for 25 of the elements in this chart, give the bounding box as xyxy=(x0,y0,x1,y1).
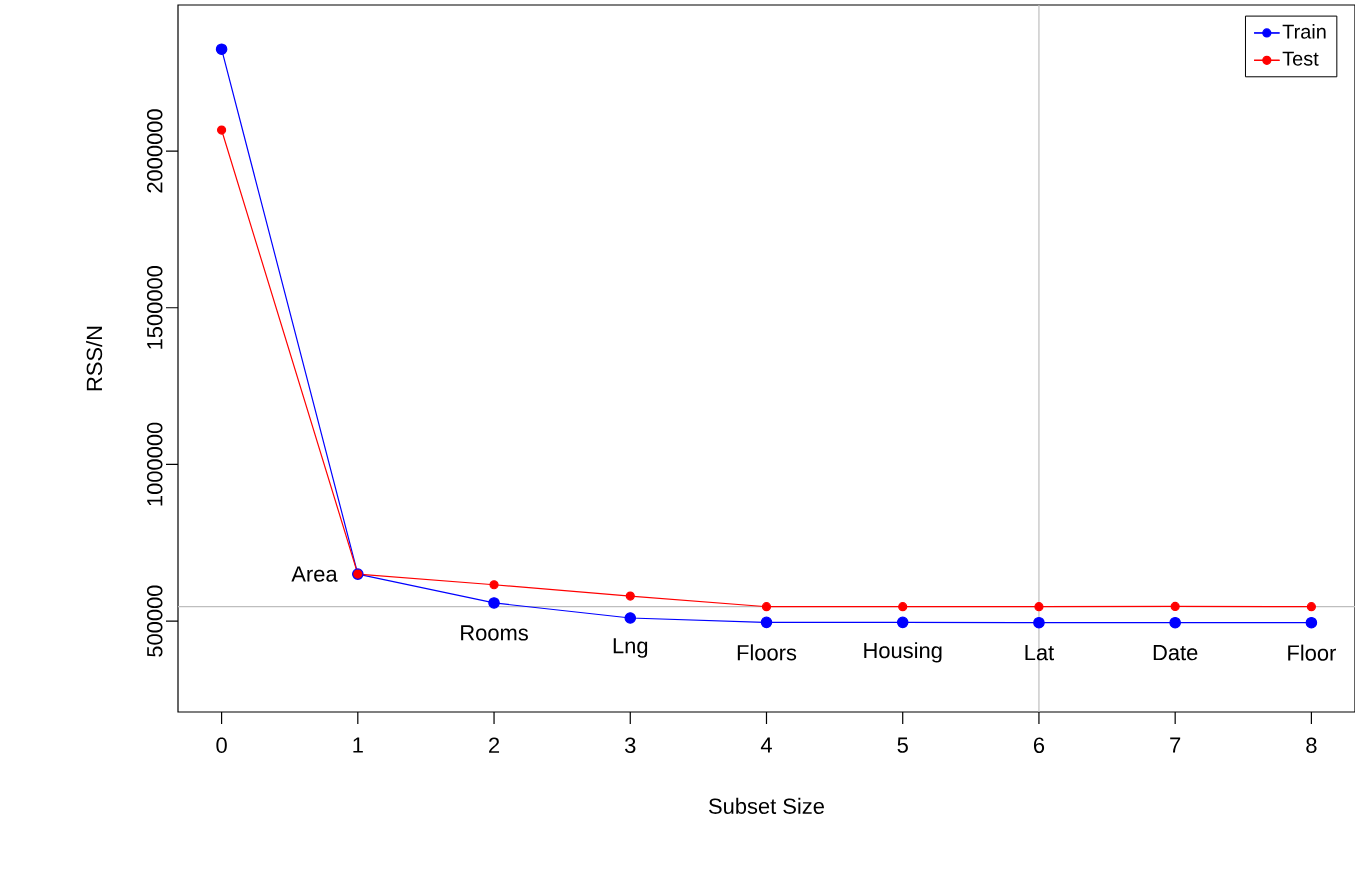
x-tick-label: 6 xyxy=(1033,737,1045,754)
y-axis-title: RSS/N xyxy=(86,326,103,391)
x-tick-label: 3 xyxy=(625,737,636,754)
x-tick-label: 7 xyxy=(1170,737,1181,753)
x-tick-label: 1 xyxy=(353,737,363,753)
y-tick-label: 1000000 xyxy=(146,422,163,506)
annotation: Floors xyxy=(737,644,797,661)
y-tick-label: 500000 xyxy=(146,585,163,657)
y-tick-label: 1500000 xyxy=(146,265,163,349)
x-tick-label: 4 xyxy=(760,737,772,753)
annotation: Area xyxy=(291,566,338,582)
x-tick-label: 8 xyxy=(1306,737,1317,754)
legend-label: Train xyxy=(1282,24,1326,39)
annotation: Lng xyxy=(613,638,648,658)
annotation: Housing xyxy=(864,642,942,663)
annotation: Floor xyxy=(1288,644,1336,661)
annotation: Date xyxy=(1153,645,1198,661)
x-axis-title: Subset Size xyxy=(709,797,824,814)
x-tick-label: 5 xyxy=(897,737,908,753)
annotation: Lat xyxy=(1025,645,1055,661)
annotation: Rooms xyxy=(461,625,528,641)
legend-label: Test xyxy=(1282,51,1319,66)
x-tick-label: 2 xyxy=(489,737,500,753)
x-tick-label: 0 xyxy=(216,737,227,754)
y-tick-label: 2000000 xyxy=(146,109,163,193)
